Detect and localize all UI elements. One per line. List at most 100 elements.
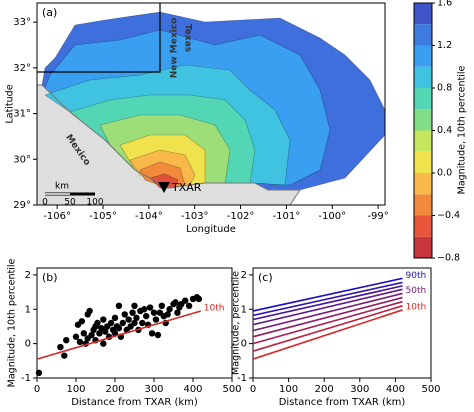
colorbar-band — [414, 109, 432, 131]
line-label: 90th — [406, 271, 427, 281]
x-tick-label: -104° — [135, 211, 163, 222]
x-axis-label: Distance from TXAR (km) — [279, 397, 406, 408]
y-tick-label: 30° — [13, 154, 31, 165]
map-annotation: 50 — [64, 198, 76, 208]
scatter-point — [121, 311, 128, 318]
x-tick-label: 500 — [421, 384, 440, 395]
scatter-point — [131, 319, 138, 327]
scatter-point — [146, 304, 154, 311]
y-tick-label: 32° — [13, 63, 31, 74]
axes-frame — [36, 267, 233, 379]
map-annotation: TXAR — [171, 181, 202, 194]
x-axis-label: Longitude — [186, 224, 236, 235]
scatter-point — [131, 302, 138, 310]
scatter-point — [86, 307, 93, 315]
x-tick-label: 100 — [66, 384, 85, 395]
scatter-point — [100, 340, 107, 347]
y-tick-label: 0 — [241, 339, 247, 350]
fit-line — [252, 288, 403, 326]
x-tick-label: -103° — [181, 211, 209, 222]
scatter-point — [94, 319, 101, 327]
x-tick-label: -99° — [367, 211, 388, 222]
map-annotation: 100 — [86, 198, 103, 208]
x-tick-label: 100 — [279, 384, 298, 395]
fit-line — [252, 292, 403, 332]
scatter-point — [154, 331, 162, 339]
colorbar-label: Magnitude, 10th percentile — [457, 65, 468, 194]
x-tick-label: -105° — [89, 211, 117, 222]
scatter-point — [125, 316, 132, 323]
map-layer — [36, 3, 386, 206]
scatter-point — [78, 318, 86, 325]
scatter-point — [133, 314, 140, 322]
scatter-point — [96, 330, 103, 337]
colorbar-band — [414, 45, 432, 67]
x-tick-label: 400 — [183, 384, 202, 395]
colorbar-tick-label: 1.6 — [437, 0, 452, 9]
scatter-point — [164, 311, 171, 318]
y-axis-label: Magnitude, percentile — [231, 271, 242, 375]
scatter-point — [141, 306, 148, 313]
fit-line — [252, 305, 403, 352]
y-tick-label: 29° — [13, 200, 31, 211]
scatter-point — [111, 314, 119, 322]
x-tick-label: -101° — [273, 211, 301, 222]
y-tick-label: -1 — [237, 373, 247, 384]
scatter-point — [185, 302, 193, 310]
y-tick-label: 1 — [25, 304, 31, 315]
y-tick-label: 2 — [25, 270, 31, 281]
map-annotation: 0 — [42, 198, 48, 208]
colorbar-band — [414, 88, 432, 110]
fit-line — [252, 296, 403, 338]
y-tick-label: -1 — [21, 373, 31, 384]
x-tick-label: 0 — [250, 384, 256, 395]
colorbar-tick-label: 0.8 — [437, 83, 452, 94]
scatter-point — [174, 309, 181, 316]
scatter-point — [129, 309, 136, 316]
colorbar-band — [414, 24, 432, 46]
state-border — [37, 3, 161, 73]
scatter-point — [195, 295, 203, 303]
colorbar-tick-label: 0.4 — [437, 125, 452, 136]
x-tick-label: 300 — [144, 384, 163, 395]
scatter-point — [166, 306, 173, 313]
scatter-point — [182, 297, 189, 304]
fit-line — [252, 285, 403, 321]
fit-line — [36, 310, 202, 360]
scatter-point — [35, 369, 43, 377]
scatter-point — [102, 328, 109, 335]
x-axis-label: Distance from TXAR (km) — [71, 397, 198, 408]
colorbar-band — [414, 173, 432, 195]
colorbar-tick-label: 0.0 — [437, 168, 452, 179]
x-tick-label: -102° — [227, 211, 255, 222]
scatter-point — [76, 338, 84, 346]
scatter-point — [158, 302, 165, 310]
panel-label: (a) — [42, 6, 57, 19]
scatter-point — [148, 330, 156, 337]
axes-frame — [252, 267, 432, 379]
line-label: 10th — [406, 302, 427, 312]
scatter-point — [152, 316, 160, 323]
colorbar-band — [414, 194, 432, 216]
y-tick-label: 2 — [241, 270, 247, 281]
x-tick-label: 200 — [315, 384, 334, 395]
scatter-point — [119, 319, 127, 327]
line-label: 10th — [204, 303, 225, 313]
colorbar-band — [414, 215, 432, 237]
scatter-point — [80, 330, 88, 337]
y-axis-label: Magnitude, 10th percentile — [7, 258, 18, 387]
y-tick-label: 1 — [241, 304, 247, 315]
scatter-point — [139, 319, 146, 327]
fit-line — [252, 300, 403, 345]
map-annotation: km — [55, 182, 69, 192]
station-marker — [158, 182, 170, 193]
scatter-point — [88, 331, 95, 339]
y-tick-label: 33° — [13, 17, 31, 28]
colorbar-band — [414, 66, 432, 88]
scatter-point — [100, 316, 107, 323]
colorbar-band — [414, 151, 432, 173]
panel-label: (b) — [42, 271, 58, 284]
colorbar-tick-label: 1.2 — [437, 40, 452, 51]
x-tick-label: 500 — [222, 384, 241, 395]
